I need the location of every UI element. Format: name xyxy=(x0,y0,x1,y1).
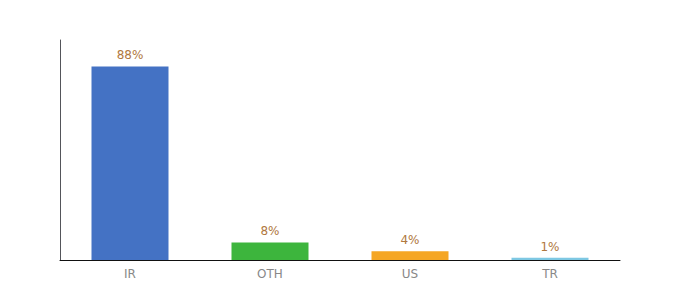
svg-text:4%: 4% xyxy=(400,233,419,247)
svg-text:OTH: OTH xyxy=(257,267,283,281)
svg-text:88%: 88% xyxy=(117,48,144,62)
svg-text:1%: 1% xyxy=(540,240,559,254)
svg-text:IR: IR xyxy=(124,267,136,281)
svg-text:8%: 8% xyxy=(260,224,279,238)
svg-text:TR: TR xyxy=(541,267,558,281)
svg-text:US: US xyxy=(402,267,418,281)
